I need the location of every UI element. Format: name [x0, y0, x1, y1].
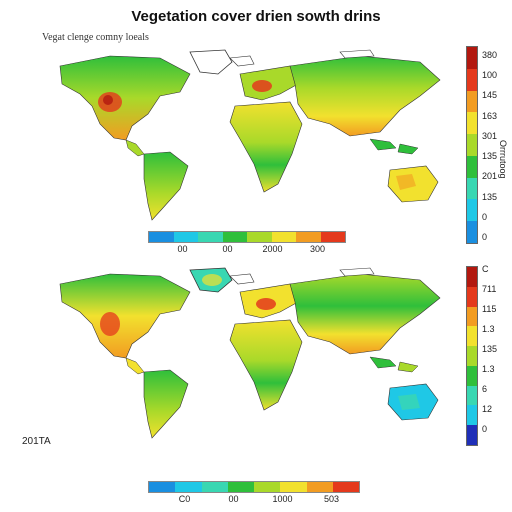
top-vbar-label: 0: [482, 211, 488, 222]
north-america-hotspot: [100, 312, 120, 336]
south-america-region: [143, 151, 189, 221]
bottom-world-map: [59, 267, 441, 439]
bottom-vbar-label: 1.3: [482, 364, 495, 374]
bottom-vertical-colorbar: [466, 266, 478, 446]
top-vbar-label: 135: [482, 191, 498, 202]
bottom-horizontal-colorbar: [148, 481, 360, 493]
top-vbar-label: 201: [482, 171, 498, 182]
top-hbar-label: 300: [309, 244, 326, 254]
bottom-vbar-label: 115: [482, 304, 497, 314]
top-world-map: [59, 49, 441, 221]
top-vbar-label: 135: [482, 151, 498, 162]
top-vbar-label: 145: [482, 90, 498, 101]
map-subtitle: Vegat clenge comny loeals: [42, 32, 149, 43]
bottom-vertical-colorbar-labels: C 711 115 1.3 135 1.3 6 12 0: [482, 264, 497, 434]
top-hbar-label: 00: [222, 244, 233, 254]
bottom-hbar-label: 1000: [272, 494, 293, 504]
top-horizontal-colorbar: [148, 231, 346, 243]
bottom-hbar-label: C0: [178, 494, 191, 504]
top-vertical-colorbar: [466, 46, 478, 244]
top-vbar-label: 301: [482, 130, 498, 141]
bottom-vbar-label: 1.3: [482, 324, 495, 334]
top-vbar-label: 380: [482, 50, 498, 60]
asia-region: [289, 55, 441, 137]
bottom-hbar-label: 503: [323, 494, 340, 504]
africa-region: [229, 101, 303, 193]
top-vertical-colorbar-labels: 380 100 145 163 301 135 201 135 0 0: [482, 50, 497, 242]
bottom-vbar-label: C: [482, 264, 489, 274]
bottom-hbar-label: 00: [228, 494, 239, 504]
top-vbar-label: 163: [482, 110, 498, 121]
bottom-map-corner-label: 201TA: [22, 436, 51, 447]
asia-region: [289, 273, 441, 355]
top-hbar-label: 2000: [262, 244, 283, 254]
top-vbar-label: 100: [482, 70, 498, 81]
bottom-vbar-label: 6: [482, 384, 488, 394]
greenland-region: [189, 49, 233, 75]
bottom-vbar-label: 0: [482, 424, 488, 434]
north-america-region: [59, 273, 191, 359]
bottom-horizontal-colorbar-labels: C0 00 1000 503: [160, 494, 356, 504]
central-america-region: [125, 357, 145, 375]
central-america-region: [125, 139, 145, 157]
bottom-vbar-label: 12: [482, 404, 493, 414]
top-vertical-axis-label: Orrrutoog: [498, 140, 508, 179]
north-america-region: [59, 55, 191, 141]
top-hbar-label: 00: [177, 244, 188, 254]
africa-region: [229, 319, 303, 411]
bottom-vbar-label: 135: [482, 344, 498, 354]
top-vbar-label: 0: [482, 231, 488, 242]
map-title: Vegetation cover drien sowth drins: [131, 8, 381, 25]
south-america-region: [143, 369, 189, 439]
top-horizontal-colorbar-labels: 00 00 2000 300: [160, 244, 340, 254]
bottom-vbar-label: 711: [482, 284, 497, 294]
